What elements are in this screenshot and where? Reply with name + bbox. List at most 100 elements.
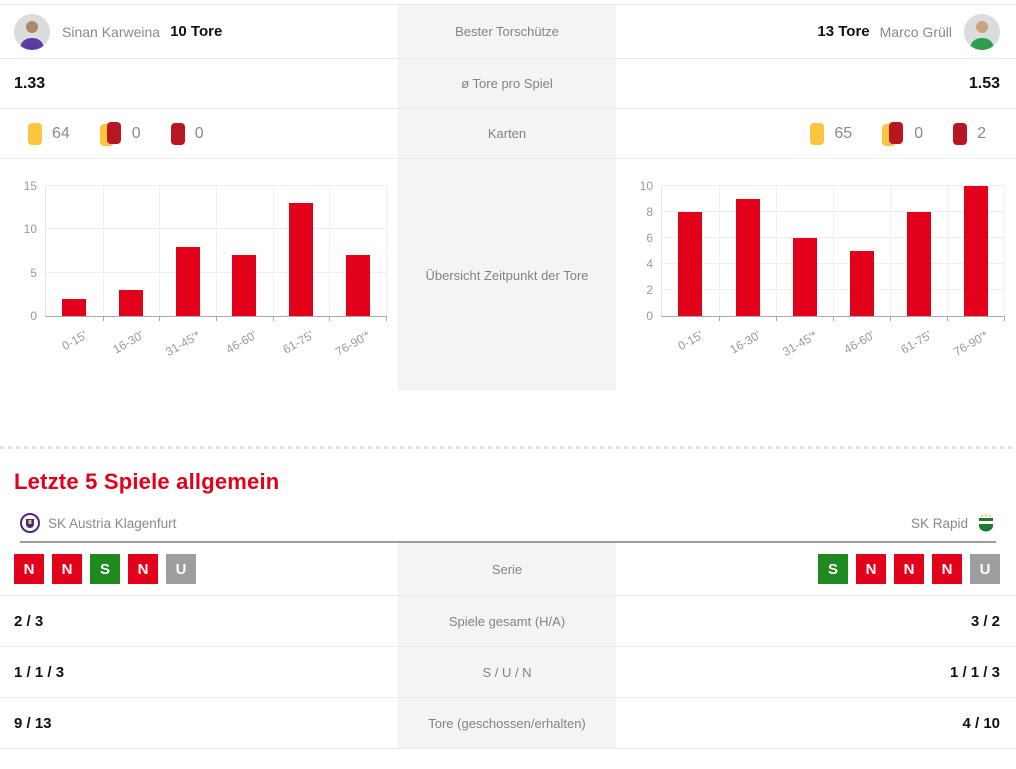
serie-badge-win: S bbox=[90, 554, 120, 584]
section-heading: Letzte 5 Spiele allgemein bbox=[14, 469, 280, 494]
player-photo-icon bbox=[964, 13, 1000, 50]
team-comparison-section: Sinan Karweina 10 Tore Bester Torschütze… bbox=[0, 4, 1016, 391]
away-goals-for-against: 4 / 10 bbox=[962, 714, 1000, 732]
home-win-draw-loss: 1 / 1 / 3 bbox=[14, 663, 65, 681]
x-axis-tick-label: 16-30' bbox=[726, 328, 763, 357]
serie-badge-loss: N bbox=[932, 554, 962, 584]
y-axis-tick-label: 2 bbox=[646, 283, 653, 297]
serie-badge-loss: N bbox=[14, 554, 44, 584]
bar-16-30' bbox=[735, 199, 760, 316]
away-scorer-goals: 13 Tore bbox=[817, 23, 870, 40]
row-goals-for-against: 9 / 13 Tore (geschossen/erhalten) 4 / 10 bbox=[0, 698, 1016, 749]
y-axis-tick-label: 4 bbox=[646, 257, 653, 271]
bar-0-15' bbox=[62, 298, 87, 316]
serie-badge-win: S bbox=[818, 554, 848, 584]
away-games-total: 3 / 2 bbox=[970, 612, 1000, 630]
home-scorer-goals: 10 Tore bbox=[170, 23, 223, 40]
red-card-icon bbox=[170, 122, 185, 145]
home-team-logo-icon bbox=[20, 513, 40, 533]
home-games-total: 2 / 3 bbox=[14, 612, 44, 630]
away-avg-goals: 1.53 bbox=[968, 74, 1000, 92]
away-yellow-count: 65 bbox=[834, 124, 853, 142]
row-avg-goals: 1.33 ø Tore pro Spiel 1.53 bbox=[0, 59, 1016, 109]
bar-61-75' bbox=[289, 203, 313, 316]
y-axis-tick-label: 5 bbox=[30, 265, 37, 280]
x-axis-tick-label: 0-15' bbox=[675, 328, 706, 354]
serie-badge-loss: N bbox=[894, 554, 924, 584]
label-cards: Karten bbox=[398, 109, 616, 158]
label-goal-times: Übersicht Zeitpunkt der Tore bbox=[398, 159, 616, 391]
bar-46-60' bbox=[232, 255, 257, 316]
yellow-red-card-stat: 0 bbox=[882, 121, 923, 146]
bar-31-45'* bbox=[792, 238, 817, 316]
row-best-scorer: Sinan Karweina 10 Tore Bester Torschütze… bbox=[0, 5, 1016, 59]
home-yellow-count: 64 bbox=[52, 124, 70, 142]
serie-badge-draw: U bbox=[970, 554, 1000, 584]
teams-header-row: SK Austria Klagenfurt SK Rapid bbox=[20, 513, 996, 543]
y-axis-tick-label: 10 bbox=[23, 222, 37, 237]
red-card-stat: 0 bbox=[170, 122, 204, 145]
yellow-red-card-icon bbox=[99, 121, 122, 146]
yellow-red-card-stat: 0 bbox=[99, 121, 141, 146]
home-scorer-name: Sinan Karweina bbox=[62, 23, 161, 40]
away-cards: 65 0 2 bbox=[810, 121, 1000, 146]
bar-76-90'* bbox=[345, 255, 370, 316]
bar-61-75' bbox=[906, 212, 931, 316]
bar-16-30' bbox=[119, 290, 143, 316]
row-cards: 64 0 0 Karten 65 bbox=[0, 109, 1016, 159]
home-best-scorer: Sinan Karweina 10 Tore bbox=[0, 5, 398, 58]
yellow-card-icon bbox=[810, 122, 825, 145]
away-win-draw-loss: 1 / 1 / 3 bbox=[949, 663, 1000, 681]
row-win-draw-loss: 1 / 1 / 3 S / U / N 1 / 1 / 3 bbox=[0, 647, 1016, 698]
home-team: SK Austria Klagenfurt bbox=[20, 513, 176, 533]
red-card-icon bbox=[953, 122, 968, 145]
home-player-avatar bbox=[14, 13, 50, 50]
away-team-logo-icon bbox=[976, 513, 996, 533]
serie-badge-loss: N bbox=[128, 554, 158, 584]
y-axis-tick-label: 8 bbox=[646, 205, 653, 219]
label-avg-goals: ø Tore pro Spiel bbox=[398, 59, 616, 108]
x-axis-tick-label: 46-60' bbox=[223, 328, 260, 357]
away-goal-times-chart: 0 2 4 6 8 10 0-15' 16-30' 31-45'* 46-60' 61-75' 76-… bbox=[616, 159, 1016, 391]
away-best-scorer: 13 Tore Marco Grüll bbox=[616, 5, 1016, 58]
label-goals-for-against: Tore (geschossen/erhalten) bbox=[398, 698, 616, 748]
bar-0-15' bbox=[678, 212, 703, 316]
label-serie: Serie bbox=[398, 543, 616, 595]
y-axis-tick-label: 6 bbox=[646, 231, 653, 245]
yellow-card-stat: 65 bbox=[810, 122, 853, 145]
label-best-scorer: Bester Torschütze bbox=[398, 5, 616, 58]
y-axis-tick-label: 0 bbox=[30, 309, 37, 323]
label-win-draw-loss: S / U / N bbox=[398, 647, 616, 697]
bar-76-90'* bbox=[963, 186, 988, 316]
yellow-card-stat: 64 bbox=[28, 122, 70, 145]
yellow-red-card-icon bbox=[882, 121, 904, 146]
bar-46-60' bbox=[849, 251, 874, 316]
home-goal-times-chart: 0 5 10 15 0-15' 16-30' 31-45'* 46-60' 61-75' 76-9… bbox=[0, 159, 398, 391]
x-axis-tick-label: 76-90'* bbox=[950, 328, 991, 359]
away-scorer-name: Marco Grüll bbox=[879, 23, 952, 40]
serie-badge-loss: N bbox=[52, 554, 82, 584]
yellow-card-icon bbox=[28, 122, 42, 145]
y-axis-tick-label: 10 bbox=[639, 179, 653, 193]
x-axis-tick-label: 61-75' bbox=[280, 328, 316, 357]
home-yellow-red-count: 0 bbox=[131, 124, 141, 142]
dotted-divider bbox=[0, 446, 1016, 449]
away-red-count: 2 bbox=[977, 124, 986, 142]
away-team-name: SK Rapid bbox=[910, 515, 968, 531]
bar-31-45'* bbox=[175, 246, 200, 316]
x-axis-tick-label: 31-45'* bbox=[163, 328, 203, 359]
home-cards: 64 0 0 bbox=[14, 121, 204, 146]
serie-badge-loss: N bbox=[856, 554, 886, 584]
x-axis-tick-label: 61-75' bbox=[897, 328, 934, 357]
x-axis-tick-label: 76-90'* bbox=[333, 328, 373, 359]
y-axis-tick-label: 0 bbox=[646, 309, 653, 323]
serie-badge-draw: U bbox=[166, 554, 196, 584]
home-red-count: 0 bbox=[194, 124, 204, 142]
label-games-total: Spiele gesamt (H/A) bbox=[398, 596, 616, 646]
row-goal-times: 0 5 10 15 0-15' 16-30' 31-45'* 46-60' 61-75' 76-9… bbox=[0, 159, 1016, 391]
row-games-total: 2 / 3 Spiele gesamt (H/A) 3 / 2 bbox=[0, 596, 1016, 647]
x-axis-tick-label: 16-30' bbox=[110, 328, 146, 357]
x-axis-tick-label: 31-45'* bbox=[779, 328, 820, 359]
